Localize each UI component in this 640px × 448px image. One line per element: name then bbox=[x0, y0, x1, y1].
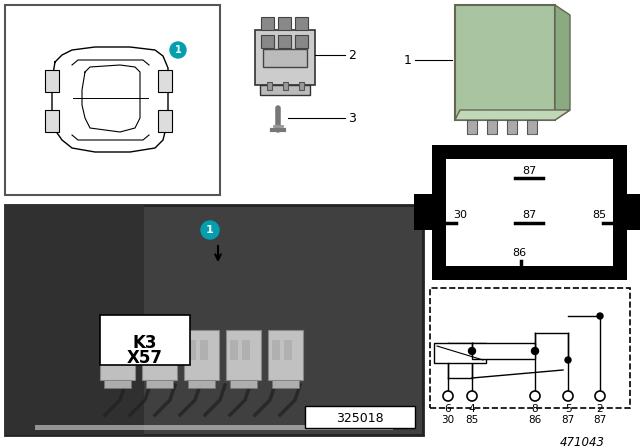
Text: 85: 85 bbox=[592, 210, 606, 220]
Bar bbox=[188, 340, 196, 360]
Bar bbox=[283, 82, 288, 90]
Bar bbox=[268, 330, 303, 380]
Bar bbox=[230, 340, 238, 360]
Bar bbox=[255, 30, 315, 85]
Text: 2: 2 bbox=[348, 48, 356, 61]
Circle shape bbox=[467, 391, 477, 401]
Bar bbox=[272, 340, 280, 360]
Bar bbox=[434, 343, 486, 363]
Bar bbox=[278, 35, 291, 48]
Bar bbox=[305, 406, 415, 428]
Text: 30: 30 bbox=[453, 210, 467, 220]
Text: X57: X57 bbox=[127, 349, 163, 367]
Bar bbox=[261, 17, 274, 30]
Bar bbox=[260, 85, 310, 95]
Bar bbox=[263, 49, 307, 67]
Bar bbox=[104, 340, 112, 360]
Text: 325018: 325018 bbox=[336, 412, 384, 425]
Bar bbox=[284, 340, 292, 360]
Bar bbox=[242, 340, 250, 360]
Bar bbox=[188, 380, 215, 388]
Text: 87: 87 bbox=[561, 415, 575, 425]
Circle shape bbox=[530, 391, 540, 401]
Bar bbox=[45, 110, 59, 132]
Text: 87: 87 bbox=[522, 166, 536, 176]
Bar bbox=[45, 70, 59, 92]
Bar bbox=[100, 330, 135, 380]
Bar bbox=[295, 17, 308, 30]
Text: 87: 87 bbox=[593, 415, 607, 425]
Circle shape bbox=[201, 221, 219, 239]
Circle shape bbox=[565, 357, 571, 363]
Bar bbox=[230, 380, 257, 388]
Text: 4: 4 bbox=[468, 404, 476, 414]
Bar bbox=[414, 194, 432, 230]
Bar bbox=[5, 5, 220, 195]
Text: 8: 8 bbox=[532, 404, 538, 414]
Circle shape bbox=[597, 313, 603, 319]
Bar bbox=[278, 17, 291, 30]
Bar bbox=[295, 35, 308, 48]
Bar bbox=[430, 288, 630, 408]
Circle shape bbox=[595, 391, 605, 401]
Text: 30: 30 bbox=[442, 415, 454, 425]
Bar bbox=[467, 120, 477, 134]
Polygon shape bbox=[555, 5, 570, 120]
Text: 5: 5 bbox=[564, 404, 572, 414]
Bar bbox=[100, 315, 190, 365]
Text: 87: 87 bbox=[522, 210, 536, 220]
Text: 2: 2 bbox=[596, 404, 604, 414]
Bar bbox=[455, 5, 555, 120]
Circle shape bbox=[443, 391, 453, 401]
Bar bbox=[184, 330, 219, 380]
Bar bbox=[158, 110, 172, 132]
Text: 6: 6 bbox=[445, 404, 451, 414]
Bar bbox=[158, 70, 172, 92]
Bar bbox=[104, 380, 131, 388]
Bar bbox=[200, 340, 208, 360]
Bar bbox=[627, 194, 640, 230]
Text: 1: 1 bbox=[175, 45, 181, 55]
Bar bbox=[472, 343, 535, 359]
Text: 3: 3 bbox=[348, 112, 356, 125]
Circle shape bbox=[563, 391, 573, 401]
Text: 86: 86 bbox=[512, 248, 526, 258]
Bar bbox=[267, 82, 272, 90]
Text: 85: 85 bbox=[465, 415, 479, 425]
Polygon shape bbox=[455, 110, 570, 120]
Bar bbox=[432, 145, 627, 280]
Text: K3: K3 bbox=[132, 334, 157, 352]
Bar bbox=[507, 120, 517, 134]
Bar bbox=[142, 330, 177, 380]
Bar bbox=[446, 159, 613, 266]
Bar bbox=[116, 340, 124, 360]
Text: 86: 86 bbox=[529, 415, 541, 425]
Bar bbox=[5, 205, 423, 435]
Bar bbox=[527, 120, 537, 134]
Bar bbox=[35, 425, 393, 430]
Bar bbox=[299, 82, 304, 90]
Bar bbox=[146, 380, 173, 388]
Bar bbox=[272, 380, 299, 388]
Bar bbox=[226, 330, 261, 380]
Bar bbox=[158, 340, 166, 360]
Text: 1: 1 bbox=[206, 225, 214, 235]
Text: 471043: 471043 bbox=[559, 435, 605, 448]
Circle shape bbox=[531, 348, 538, 354]
Bar bbox=[5, 205, 144, 435]
Circle shape bbox=[170, 42, 186, 58]
Bar bbox=[487, 120, 497, 134]
Text: 1: 1 bbox=[404, 53, 412, 66]
Bar bbox=[261, 35, 274, 48]
Bar bbox=[146, 340, 154, 360]
Circle shape bbox=[468, 348, 476, 354]
